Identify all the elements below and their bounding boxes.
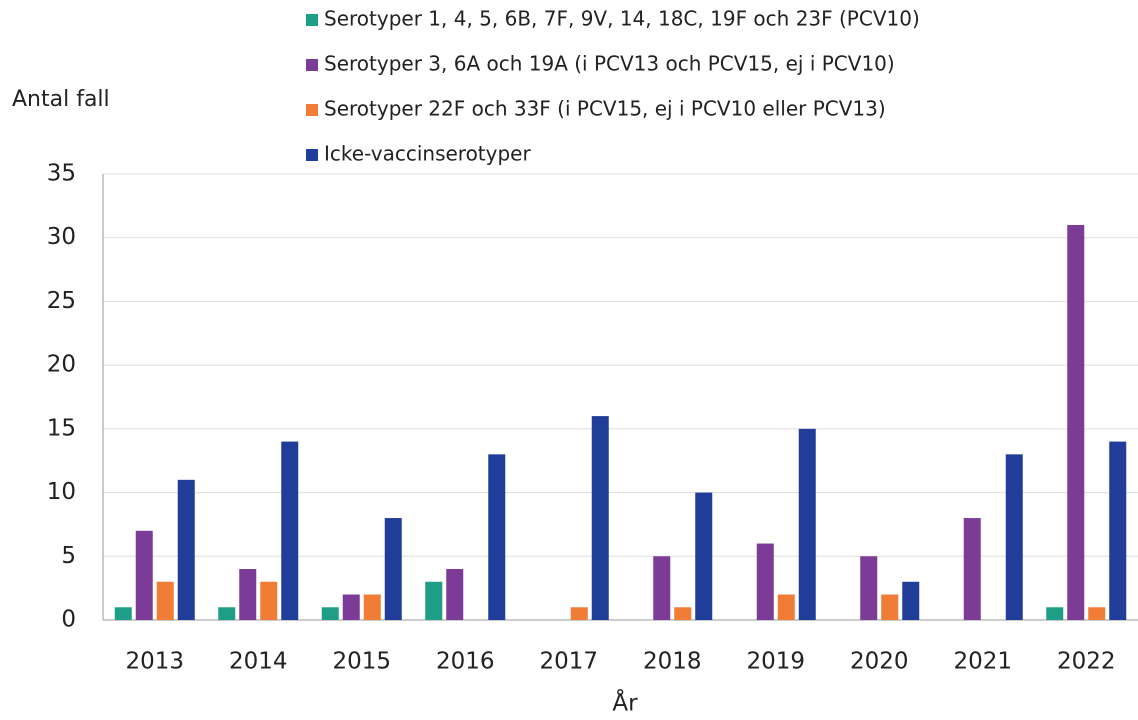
x-tick-label: 2019	[746, 649, 805, 675]
bar	[881, 594, 899, 620]
y-tick-label: 35	[47, 161, 76, 187]
bar	[777, 594, 795, 620]
bar	[363, 594, 381, 620]
legend-swatch	[306, 59, 318, 71]
bar	[902, 581, 920, 620]
legend-label: Serotyper 22F och 33F (i PCV15, ej i PCV…	[324, 97, 886, 121]
bar	[798, 428, 816, 620]
bar	[218, 607, 236, 620]
bar	[1067, 224, 1085, 620]
bar	[963, 518, 981, 620]
bar	[384, 518, 402, 620]
bar	[756, 543, 774, 620]
legend-label: Serotyper 3, 6A och 19A (i PCV13 och PCV…	[324, 52, 895, 76]
legend-label: Serotyper 1, 4, 5, 6B, 7F, 9V, 14, 18C, …	[324, 7, 920, 31]
y-tick-label: 30	[47, 224, 76, 250]
bar	[860, 556, 878, 620]
bar	[321, 607, 339, 620]
x-tick-label: 2022	[1057, 649, 1116, 675]
x-tick-label: 2013	[125, 649, 184, 675]
bar	[695, 492, 713, 620]
y-tick-label: 20	[47, 352, 76, 378]
x-tick-label: 2018	[643, 649, 702, 675]
x-tick-label: 2015	[332, 649, 391, 675]
y-tick-label: 5	[61, 543, 76, 569]
bar	[570, 607, 588, 620]
x-tick-label: 2017	[539, 649, 598, 675]
y-tick-label: 15	[47, 415, 76, 441]
legend-swatch	[306, 104, 318, 116]
x-tick-label: 2014	[229, 649, 288, 675]
bar	[156, 581, 174, 620]
bar	[1005, 454, 1023, 620]
bar	[177, 479, 195, 620]
bar	[488, 454, 506, 620]
bar	[135, 530, 153, 620]
bar	[446, 569, 464, 620]
y-tick-label: 0	[61, 607, 76, 633]
x-tick-label: 2016	[436, 649, 495, 675]
y-axis-label: Antal fall	[12, 87, 110, 112]
bar	[425, 581, 443, 620]
bar	[674, 607, 692, 620]
bar	[1109, 441, 1127, 620]
bar	[591, 416, 609, 620]
x-axis-label: År	[612, 689, 638, 717]
bar	[342, 594, 360, 620]
bar	[114, 607, 132, 620]
y-tick-label: 10	[47, 479, 76, 505]
y-tick-label: 25	[47, 288, 76, 314]
x-tick-label: 2021	[953, 649, 1012, 675]
bar	[281, 441, 299, 620]
x-tick-label: 2020	[850, 649, 909, 675]
bar	[260, 581, 278, 620]
bar	[239, 569, 257, 620]
legend-swatch	[306, 14, 318, 26]
bar	[653, 556, 671, 620]
bar	[1046, 607, 1064, 620]
legend-swatch	[306, 149, 318, 161]
bar	[1088, 607, 1106, 620]
legend-label: Icke-vaccinserotyper	[324, 142, 531, 166]
